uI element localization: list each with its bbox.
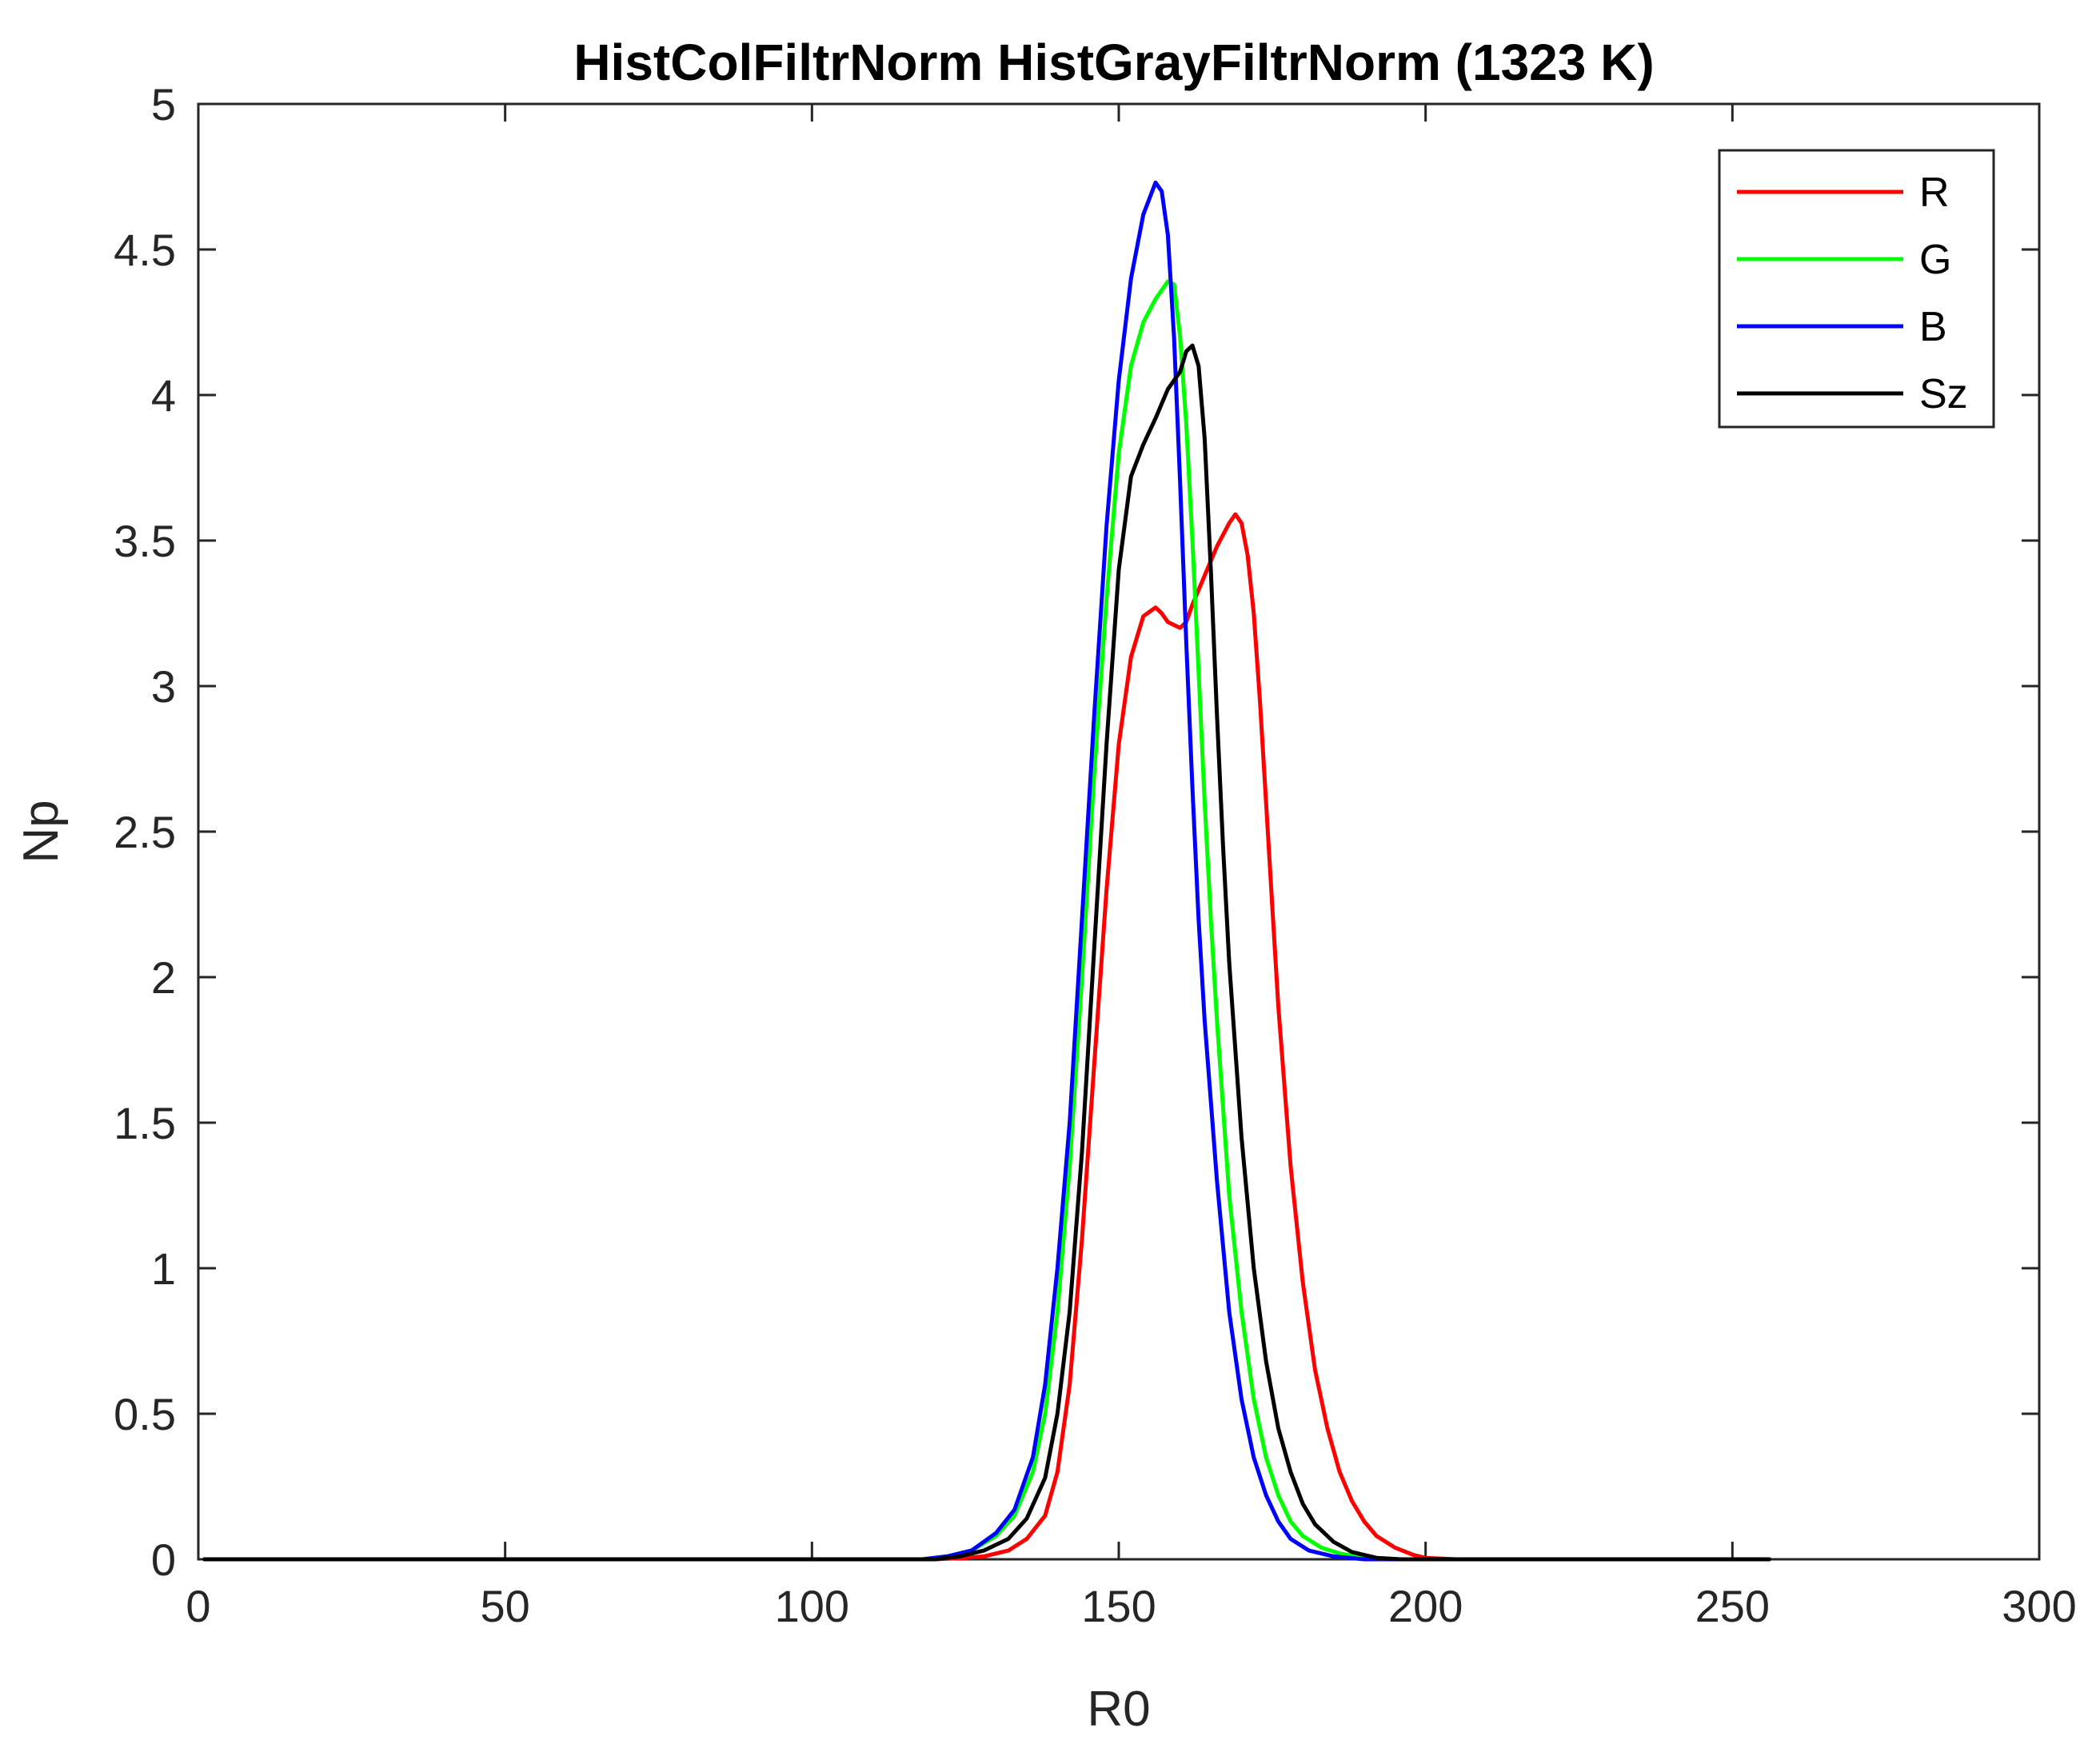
y-tick-label: 4.5 (114, 225, 176, 275)
legend-label-sz: Sz (1919, 371, 1968, 417)
x-tick-label: 250 (1695, 1581, 1770, 1631)
y-tick-label: 0 (151, 1534, 176, 1585)
y-tick-label: 1.5 (114, 1098, 176, 1148)
legend-label-g: G (1919, 237, 1951, 283)
x-tick-label: 300 (2002, 1581, 2076, 1631)
series-line-r (202, 512, 1771, 1562)
y-tick-label: 3 (151, 661, 176, 712)
y-tick-label: 2 (151, 952, 176, 1003)
x-tick-label: 150 (1081, 1581, 1156, 1631)
series-line-g (202, 279, 1771, 1562)
y-tick-label: 5 (151, 79, 176, 130)
x-tick-label: 0 (186, 1581, 210, 1631)
series-line-sz (202, 343, 1771, 1562)
y-tick-label: 2.5 (114, 807, 176, 857)
legend-box (1718, 149, 1995, 429)
axis-ticks (197, 102, 2041, 1561)
y-tick-label: 4 (151, 370, 176, 421)
legend-label-b: B (1919, 304, 1947, 350)
legend: RGB Sz (1718, 149, 1995, 429)
y-tick-labels: 0 0.5 1 1.5 2 2.5 3 3.5 4 4.5 5 (114, 79, 176, 1585)
y-tick-label: 1 (151, 1243, 176, 1294)
x-tick-label: 50 (481, 1581, 530, 1631)
y-axis-label: Np (14, 800, 69, 863)
x-tick-labels: 0 50 100 150 200 250 300 (186, 1581, 2076, 1631)
x-tick-label: 200 (1388, 1581, 1463, 1631)
series-line-b (202, 180, 1771, 1562)
y-tick-label: 0.5 (114, 1389, 176, 1439)
x-tick-label: 100 (775, 1581, 849, 1631)
chart-title: HistColFiltrNorm HistGrayFiltrNorm (1323… (573, 34, 1654, 91)
series-lines (202, 180, 1771, 1562)
y-tick-label: 3.5 (114, 516, 176, 566)
x-axis-label: R0 (1087, 1682, 1150, 1737)
legend-label-r: R (1919, 170, 1950, 216)
